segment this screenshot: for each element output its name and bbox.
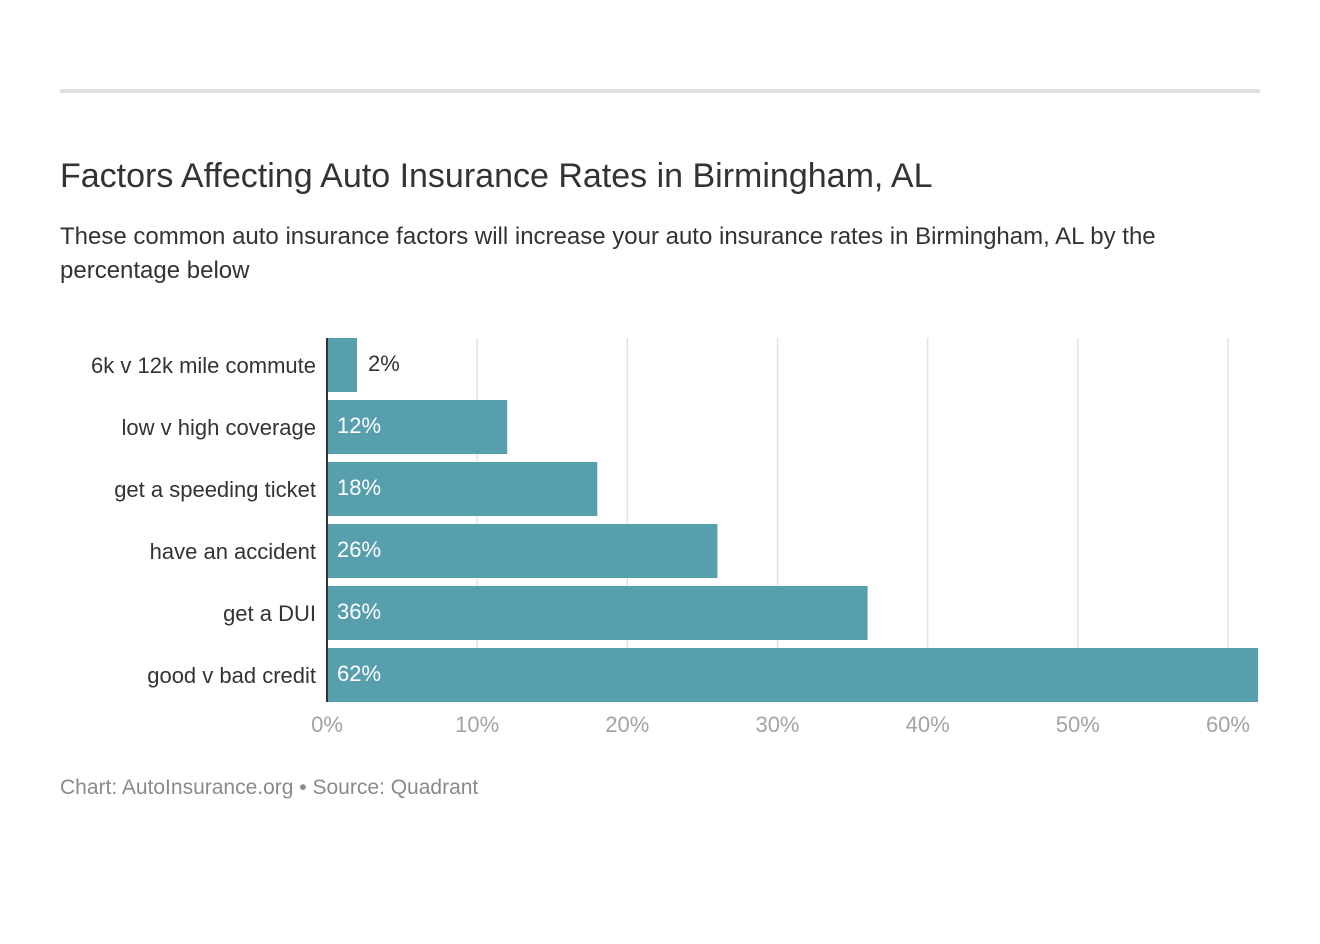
x-tick-label: 50% [1056, 712, 1100, 737]
chart-title: Factors Affecting Auto Insurance Rates i… [60, 157, 933, 195]
value-label: 36% [337, 599, 381, 624]
x-tick-label: 40% [906, 712, 950, 737]
x-tick-label: 60% [1206, 712, 1250, 737]
value-label: 62% [337, 661, 381, 686]
top-divider [60, 89, 1260, 93]
x-tick-label: 20% [605, 712, 649, 737]
x-tick-label: 30% [755, 712, 799, 737]
category-label: get a speeding ticket [114, 477, 316, 502]
category-label: get a DUI [223, 601, 316, 626]
bars [327, 338, 1258, 702]
category-label: good v bad credit [147, 663, 316, 688]
bar [327, 648, 1258, 702]
category-label: low v high coverage [122, 415, 316, 440]
gridlines [476, 338, 1229, 702]
bar [327, 524, 718, 578]
bar [327, 338, 358, 392]
x-tick-label: 0% [311, 712, 343, 737]
category-label: 6k v 12k mile commute [91, 353, 316, 378]
category-label: have an accident [150, 539, 316, 564]
value-label: 18% [337, 475, 381, 500]
bar [327, 400, 508, 454]
value-label: 12% [337, 413, 381, 438]
labels: 0% 10% 20% 30% 40% 50% 60% 6k v 12k mile commut… [91, 351, 1250, 737]
chart-source-credit: Chart: AutoInsurance.org • Source: Quadr… [60, 776, 479, 799]
value-label: 2% [368, 351, 400, 376]
chart-subtitle: These common auto insurance factors will… [60, 223, 1156, 284]
value-label: 26% [337, 537, 381, 562]
x-tick-label: 10% [455, 712, 499, 737]
bar [327, 586, 868, 640]
bar [327, 462, 598, 516]
